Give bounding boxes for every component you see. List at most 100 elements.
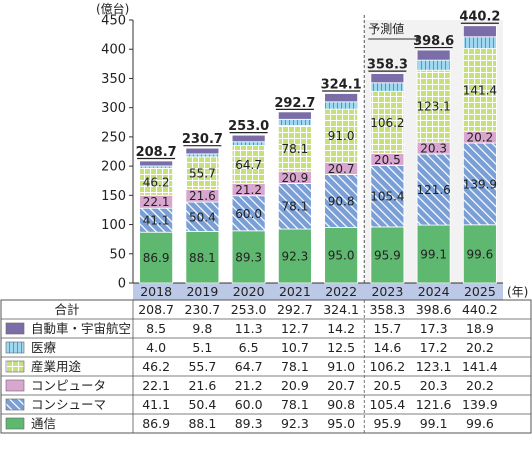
bar-segment	[370, 73, 405, 84]
bar-segment	[324, 93, 359, 103]
table-cell: 46.2	[142, 359, 170, 374]
bar-data-label: 20.9	[282, 171, 309, 185]
bar-segment	[324, 174, 359, 228]
bar-segment	[324, 101, 359, 110]
legend-label: 自動車・宇宙航空	[31, 321, 131, 336]
y-tick-label: 400	[101, 43, 126, 58]
bar-segment	[139, 231, 174, 284]
bar-segment	[277, 118, 312, 126]
table-cell: 12.5	[327, 340, 355, 355]
y-tick-label: 350	[101, 72, 126, 87]
y-tick-label: 450	[101, 14, 126, 29]
table-cell: 17.2	[420, 340, 448, 355]
legend-swatch	[5, 379, 25, 392]
bar-segment	[139, 167, 174, 196]
table-cell: 14.6	[373, 340, 401, 355]
table-cell: 20.3	[420, 378, 448, 393]
y-tick-label: 250	[101, 130, 126, 145]
bar-segment	[185, 153, 220, 158]
bar-segment	[139, 160, 174, 167]
table-cell: 17.3	[420, 321, 448, 336]
bar-data-label: 121.6	[416, 183, 450, 197]
x-tick-label: 2023	[371, 284, 403, 299]
bar-data-label: 123.1	[416, 100, 450, 114]
table-cell: 88.1	[188, 416, 216, 431]
table-cell: 5.1	[192, 340, 212, 355]
legend-swatch	[5, 417, 25, 430]
table-cell: 99.6	[466, 416, 494, 431]
x-tick-label: 2020	[233, 284, 265, 299]
table-cell: 18.9	[466, 321, 494, 336]
table-cell: 11.3	[235, 321, 263, 336]
bar-data-label: 86.9	[143, 251, 170, 265]
forecast-label: 予測値	[368, 21, 404, 36]
legend-label: 通信	[31, 416, 56, 431]
table-cell: 292.7	[277, 302, 313, 317]
bar-data-label: 95.0	[328, 249, 355, 263]
table-cell: 20.7	[327, 378, 355, 393]
table-cell: 15.7	[373, 321, 401, 336]
bar-segment	[231, 145, 266, 184]
table-cell: 324.1	[323, 302, 359, 317]
bar-segment	[416, 153, 451, 226]
x-tick-label: 2024	[418, 284, 450, 299]
bar-data-label: 21.2	[235, 183, 262, 197]
bar-segment	[231, 230, 266, 284]
bar-data-label: 20.3	[420, 142, 447, 156]
legend-swatch	[5, 398, 25, 411]
table-cell: 105.4	[369, 397, 405, 412]
table-cell: 41.1	[142, 397, 170, 412]
bar-total-label: 398.6	[413, 34, 454, 49]
bar-data-label: 92.3	[282, 250, 309, 264]
bar-data-label: 22.1	[143, 195, 170, 209]
bar-data-label: 95.9	[374, 248, 401, 262]
y-unit-label: (億台)	[96, 1, 129, 16]
table-cell: 90.8	[327, 397, 355, 412]
table-cell: 106.2	[369, 359, 405, 374]
table-cell: 21.2	[235, 378, 263, 393]
bar-data-label: 106.2	[370, 116, 404, 130]
bar-total-label: 230.7	[182, 132, 223, 147]
x-tick-label: 2018	[140, 284, 172, 299]
x-tick-label: 2021	[279, 284, 311, 299]
bar-data-label: 78.1	[282, 142, 309, 156]
table-cell: 22.1	[142, 378, 170, 393]
bar-data-label: 46.2	[143, 175, 170, 189]
bar-data-label: 50.4	[189, 210, 216, 224]
table-cell: 89.3	[235, 416, 263, 431]
bar-segment	[462, 48, 497, 132]
table-cell: 95.9	[373, 416, 401, 431]
x-tick-label: 2019	[186, 284, 218, 299]
table-cell: 230.7	[184, 302, 220, 317]
table-cell: 253.0	[231, 302, 267, 317]
table-cell: 20.2	[466, 378, 494, 393]
bar-data-label: 141.4	[463, 83, 497, 97]
bar-data-label: 139.9	[463, 177, 497, 191]
table-cell: 20.5	[373, 378, 401, 393]
x-tick-label: 2022	[325, 284, 357, 299]
bar-total-label: 292.7	[274, 96, 315, 111]
bar-data-label: 78.1	[282, 200, 309, 214]
table-cell: 86.9	[142, 416, 170, 431]
table-cell: 21.6	[188, 378, 216, 393]
y-tick-label: 300	[101, 101, 126, 116]
table-cell: 9.8	[192, 321, 212, 336]
table-cell: 208.7	[138, 302, 174, 317]
table-cell: 78.1	[281, 397, 309, 412]
table-cell: 4.0	[146, 340, 166, 355]
bar-segment	[370, 164, 405, 228]
table-cell: 358.3	[369, 302, 405, 317]
bar-data-label: 88.1	[189, 251, 216, 265]
table-cell: 141.4	[462, 359, 498, 374]
y-tick-label: 150	[101, 189, 126, 204]
legend-label: 産業用途	[31, 359, 82, 374]
bar-data-label: 41.1	[143, 214, 170, 228]
y-tick-label: 50	[109, 247, 126, 262]
bar-data-label: 89.3	[235, 250, 262, 264]
forecast-marker: 予測値	[363, 15, 422, 283]
bar-data-label: 99.1	[420, 248, 447, 262]
x-unit-label: (年)	[507, 285, 528, 299]
table-cell: 12.7	[281, 321, 309, 336]
bar-segment	[231, 141, 266, 146]
legend-label: 医療	[31, 340, 57, 355]
